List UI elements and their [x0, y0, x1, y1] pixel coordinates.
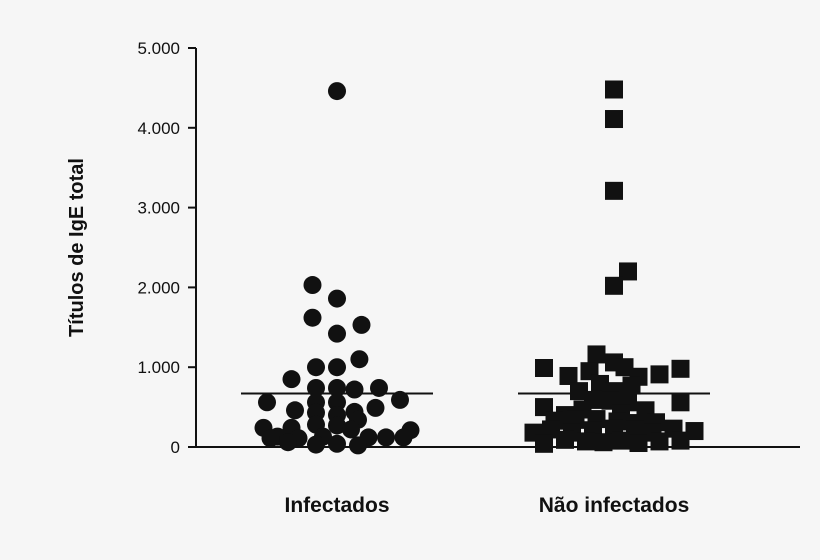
data-point-square	[622, 376, 641, 395]
data-point-circle	[307, 435, 325, 454]
data-point-circle	[328, 378, 346, 397]
data-point-square	[556, 430, 574, 449]
data-point-square	[542, 420, 560, 439]
category-label: Infectados	[284, 494, 389, 517]
data-point-square	[605, 276, 623, 295]
data-point-circle	[303, 308, 322, 327]
data-point-circle	[303, 276, 322, 295]
data-point-circle	[258, 393, 276, 412]
y-tick-label: 4.000	[137, 119, 180, 138]
data-point-circle	[377, 428, 395, 447]
data-point-square	[650, 365, 669, 384]
data-point-circle	[279, 433, 297, 452]
data-point-square	[570, 382, 588, 401]
data-point-square	[650, 432, 669, 451]
y-tick-label: 5.000	[137, 39, 180, 58]
y-tick-label: 1.000	[137, 358, 180, 377]
data-point-square	[671, 393, 690, 412]
data-point-circle	[328, 434, 346, 453]
data-point-circle	[342, 420, 360, 439]
data-point-circle	[328, 358, 346, 377]
data-point-circle	[328, 82, 346, 101]
data-point-circle	[286, 401, 304, 420]
data-point-square	[615, 358, 634, 377]
data-point-circle	[391, 390, 409, 409]
data-point-circle	[366, 398, 385, 417]
data-point-square	[577, 432, 595, 451]
y-tick-label: 3.000	[137, 199, 180, 218]
data-point-circle	[352, 315, 371, 334]
data-point-square	[587, 345, 606, 364]
data-point-square	[612, 431, 630, 450]
data-point-square	[626, 420, 644, 439]
category-label: Não infectados	[539, 494, 690, 517]
data-point-circle	[394, 428, 413, 447]
data-point-circle	[349, 436, 367, 455]
data-point-circle	[282, 370, 301, 389]
data-point-square	[605, 181, 623, 200]
data-point-square	[671, 431, 690, 450]
data-point-circle	[328, 416, 346, 435]
data-point-square	[594, 433, 613, 452]
data-point-circle	[261, 429, 280, 448]
data-point-square	[535, 434, 553, 453]
data-point-square	[685, 422, 704, 441]
data-point-square	[535, 398, 553, 417]
data-point-square	[591, 374, 609, 393]
data-point-square	[559, 366, 578, 385]
data-points	[254, 80, 704, 455]
data-point-circle	[350, 350, 369, 369]
data-point-square	[671, 359, 690, 378]
data-point-circle	[328, 289, 346, 308]
labels: 0 1.000 2.000 3.000 4.000 5.000 Títulos de IgE…	[66, 39, 689, 517]
y-tick-label: 2.000	[137, 278, 180, 297]
data-point-square	[605, 80, 623, 99]
data-point-circle	[307, 378, 325, 397]
data-point-circle	[370, 378, 388, 397]
data-point-circle	[328, 324, 346, 343]
data-point-square	[535, 358, 553, 377]
data-point-square	[605, 110, 623, 129]
data-point-circle	[307, 358, 325, 377]
axes	[188, 47, 800, 448]
y-axis-title: Títulos de IgE total	[66, 158, 88, 337]
data-point-circle	[328, 393, 346, 412]
data-point-circle	[345, 380, 364, 399]
y-tick-label: 0	[171, 438, 180, 457]
data-point-square	[629, 434, 648, 453]
data-point-square	[619, 262, 637, 281]
